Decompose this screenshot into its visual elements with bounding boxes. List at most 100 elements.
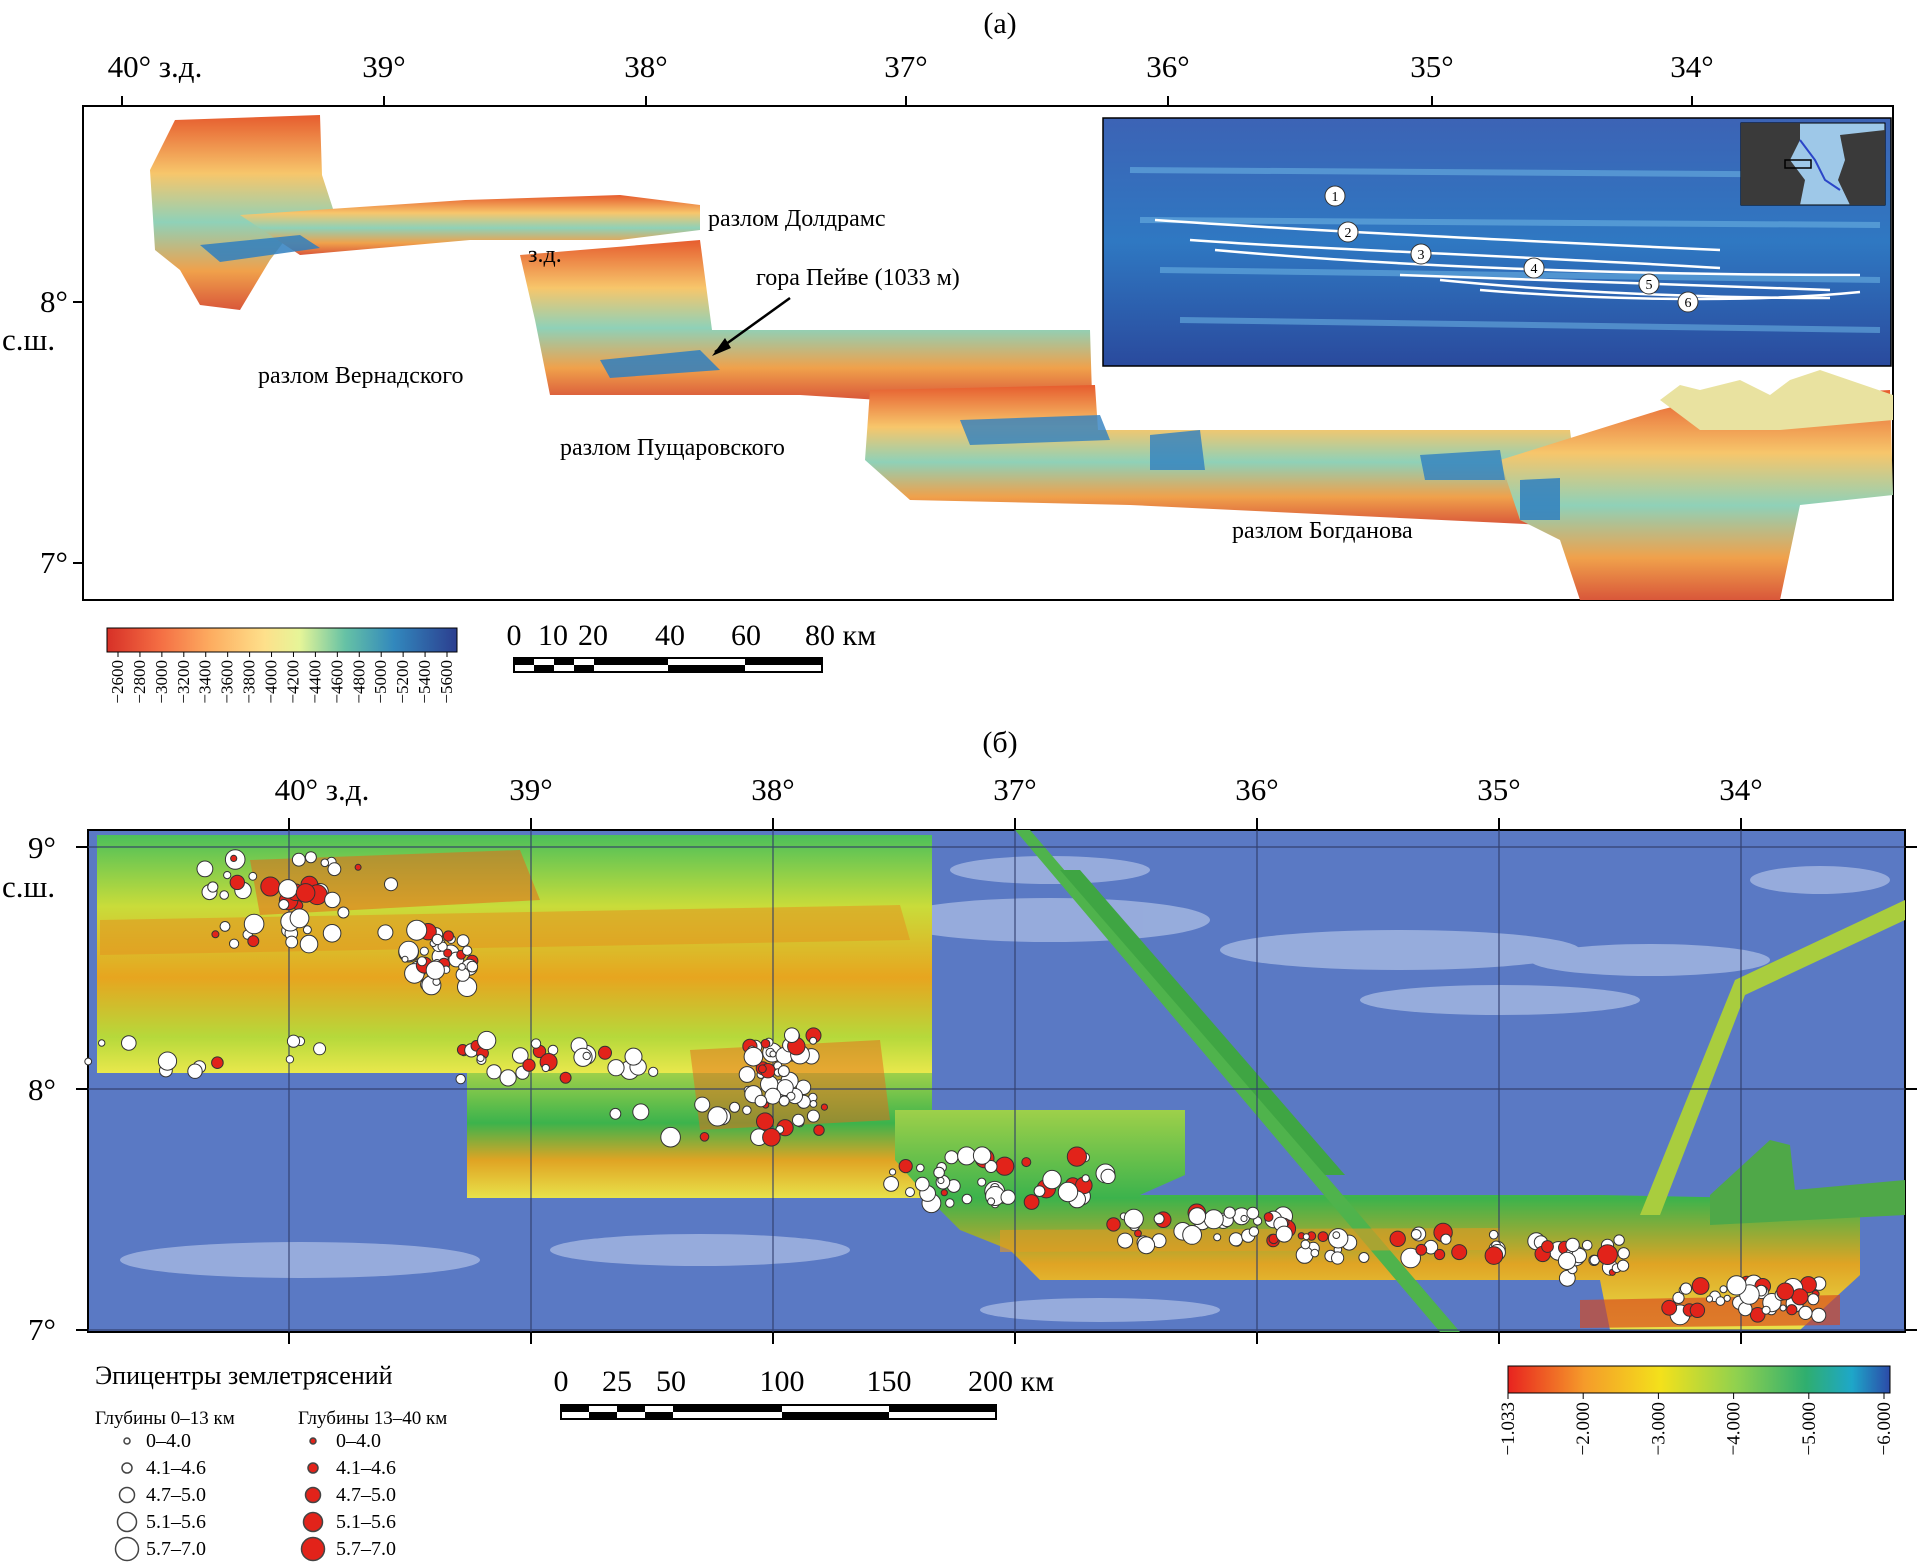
legend-shallow-marker (123, 1437, 131, 1445)
label-vernadsky-fault: разлом Вернадского (258, 363, 464, 389)
panel-b: (б) 40° з.д. 39° 38° 37° 36° 35° 34° (2, 726, 1917, 1562)
scale-a-label: 10 (538, 619, 568, 652)
fault-marker (1523, 257, 1545, 279)
panel-b-label: (б) (982, 726, 1017, 759)
lat-label-a-sub: с.ш. (2, 322, 55, 357)
colorbar-a-tick-label: −2600 (108, 660, 127, 704)
epicenter-shallow (1310, 1248, 1320, 1258)
colorbar-a-tick-label: −3600 (218, 660, 237, 704)
epicenter-deep (211, 930, 220, 939)
epicenter-shallow (1100, 1168, 1116, 1185)
epicenter-shallow (883, 1176, 899, 1192)
fault-marker-number: 4 (1531, 262, 1538, 277)
inset-map: 1 2 3 4 5 6 (1102, 117, 1892, 367)
scale-a-label: 60 (731, 619, 761, 652)
epicenter-shallow (1057, 1181, 1079, 1203)
epicenter-shallow (1726, 1275, 1747, 1296)
epicenter-deep (756, 1112, 774, 1131)
epicenter-deep (442, 930, 454, 942)
lon-label-a: 38° (624, 49, 667, 84)
swath-bogdanov (1500, 390, 1893, 600)
epicenter-shallow (530, 1038, 542, 1049)
lat-label-b-sub: с.ш. (2, 869, 55, 904)
lon-label-a: 37° (884, 49, 927, 84)
epicenter-deep (1021, 1157, 1032, 1168)
label-bogdanov-fault: разлом Богданова (1232, 518, 1413, 544)
legend-shallow-marker (114, 1536, 140, 1562)
epicenter-shallow (1617, 1259, 1630, 1272)
epicenter-shallow (1488, 1229, 1499, 1240)
legend-shallow-label: 5.7–7.0 (146, 1538, 206, 1560)
epicenter-shallow (632, 1103, 650, 1121)
epicenter-shallow (285, 935, 299, 949)
lat-label-b: 7° (28, 1312, 56, 1347)
epicenter-shallow (987, 1197, 996, 1206)
label-peive-seamount: гора Пейве (1033 м) (756, 265, 960, 291)
epicenter-shallow (278, 899, 290, 910)
epicenter-shallow (406, 919, 428, 941)
legend-deep-header: Глубины 13–40 км (298, 1408, 447, 1429)
epicenter-shallow (84, 1057, 93, 1066)
arrow-head-peive (712, 338, 731, 356)
epicenter-shallow (945, 1198, 955, 1208)
epicenter-shallow (933, 1166, 945, 1179)
epicenter-shallow (1723, 1294, 1731, 1302)
scale-b-label: 200 км (968, 1365, 1054, 1398)
epicenter-shallow (462, 945, 473, 956)
epicenter-shallow (219, 921, 231, 932)
epicenter-deep (898, 1159, 913, 1174)
legend-shallow-marker (121, 1462, 133, 1474)
epicenter-deep (762, 1128, 781, 1147)
epicenter-shallow (302, 925, 312, 935)
epicenter-shallow (121, 1035, 137, 1051)
epicenter-shallow (477, 1030, 497, 1051)
epicenter-shallow (486, 1064, 502, 1080)
epicenter-shallow (377, 924, 394, 941)
epicenter-shallow (1715, 1296, 1726, 1306)
epicenter-deep (1263, 1212, 1274, 1222)
colorbar-a-tick-label: −4400 (305, 660, 324, 704)
epicenter-shallow (1203, 1209, 1224, 1230)
legend-rows: 0–4.0 0–4.0 4.1–4.6 4.1–4.6 4.7–5.0 4.7–5.0 5.… (114, 1430, 396, 1562)
epicenter-shallow (806, 1109, 820, 1123)
epicenter-shallow (1228, 1232, 1244, 1247)
epicenter-shallow (324, 891, 341, 909)
epicenter-shallow (1672, 1291, 1685, 1305)
epicenter-shallow (786, 1091, 796, 1101)
legend-shallow-label: 4.1–4.6 (146, 1457, 206, 1479)
legend-shallow-header: Глубины 0–13 км (95, 1408, 235, 1429)
epicenter-shallow (916, 1163, 925, 1173)
colorbar-a-tick-label: −2800 (130, 660, 149, 704)
epicenter-deep (1389, 1230, 1406, 1248)
epicenter-deep (1317, 1231, 1329, 1242)
lat-label-a: 7° (40, 545, 68, 580)
legend-deep-label: 5.7–7.0 (336, 1538, 396, 1560)
epicenter-shallow (648, 1066, 659, 1078)
legend-deep-marker (302, 1511, 324, 1533)
epicenter-shallow (809, 1100, 818, 1108)
lon-label-a: 40° з.д. (108, 49, 203, 84)
epicenter-shallow (1042, 1169, 1062, 1190)
epicenter-shallow (984, 1160, 998, 1173)
scale-a-label: 20 (578, 619, 608, 652)
fault-marker (1638, 273, 1660, 295)
epicenter-deep (1023, 1194, 1040, 1210)
epicenter-deep (699, 1132, 710, 1142)
epicenter-shallow (784, 1027, 800, 1043)
epicenter-shallow (1300, 1239, 1311, 1250)
panel-a-ticks (73, 96, 1693, 564)
colorbar-a-ticks: −2600 −2800 −3000 −3200 −3400 −3600 −3800 −4000… (108, 652, 456, 704)
colorbar-a-tick-label: −5600 (437, 660, 456, 704)
colorbar-a-tick-label: −3000 (152, 660, 171, 704)
earthquake-epicenters (84, 849, 1827, 1326)
epicenter-shallow (291, 852, 306, 867)
legend-shallow-label: 5.1–5.6 (146, 1511, 206, 1533)
epicenter-shallow (1400, 1247, 1421, 1269)
epicenter-shallow (437, 941, 448, 952)
inset-locator-map (1740, 122, 1886, 206)
epicenter-deep (598, 1045, 612, 1060)
fault-marker-number: 5 (1646, 278, 1653, 293)
lat-label-b: 9° (28, 830, 56, 865)
epicenter-shallow (248, 871, 258, 881)
